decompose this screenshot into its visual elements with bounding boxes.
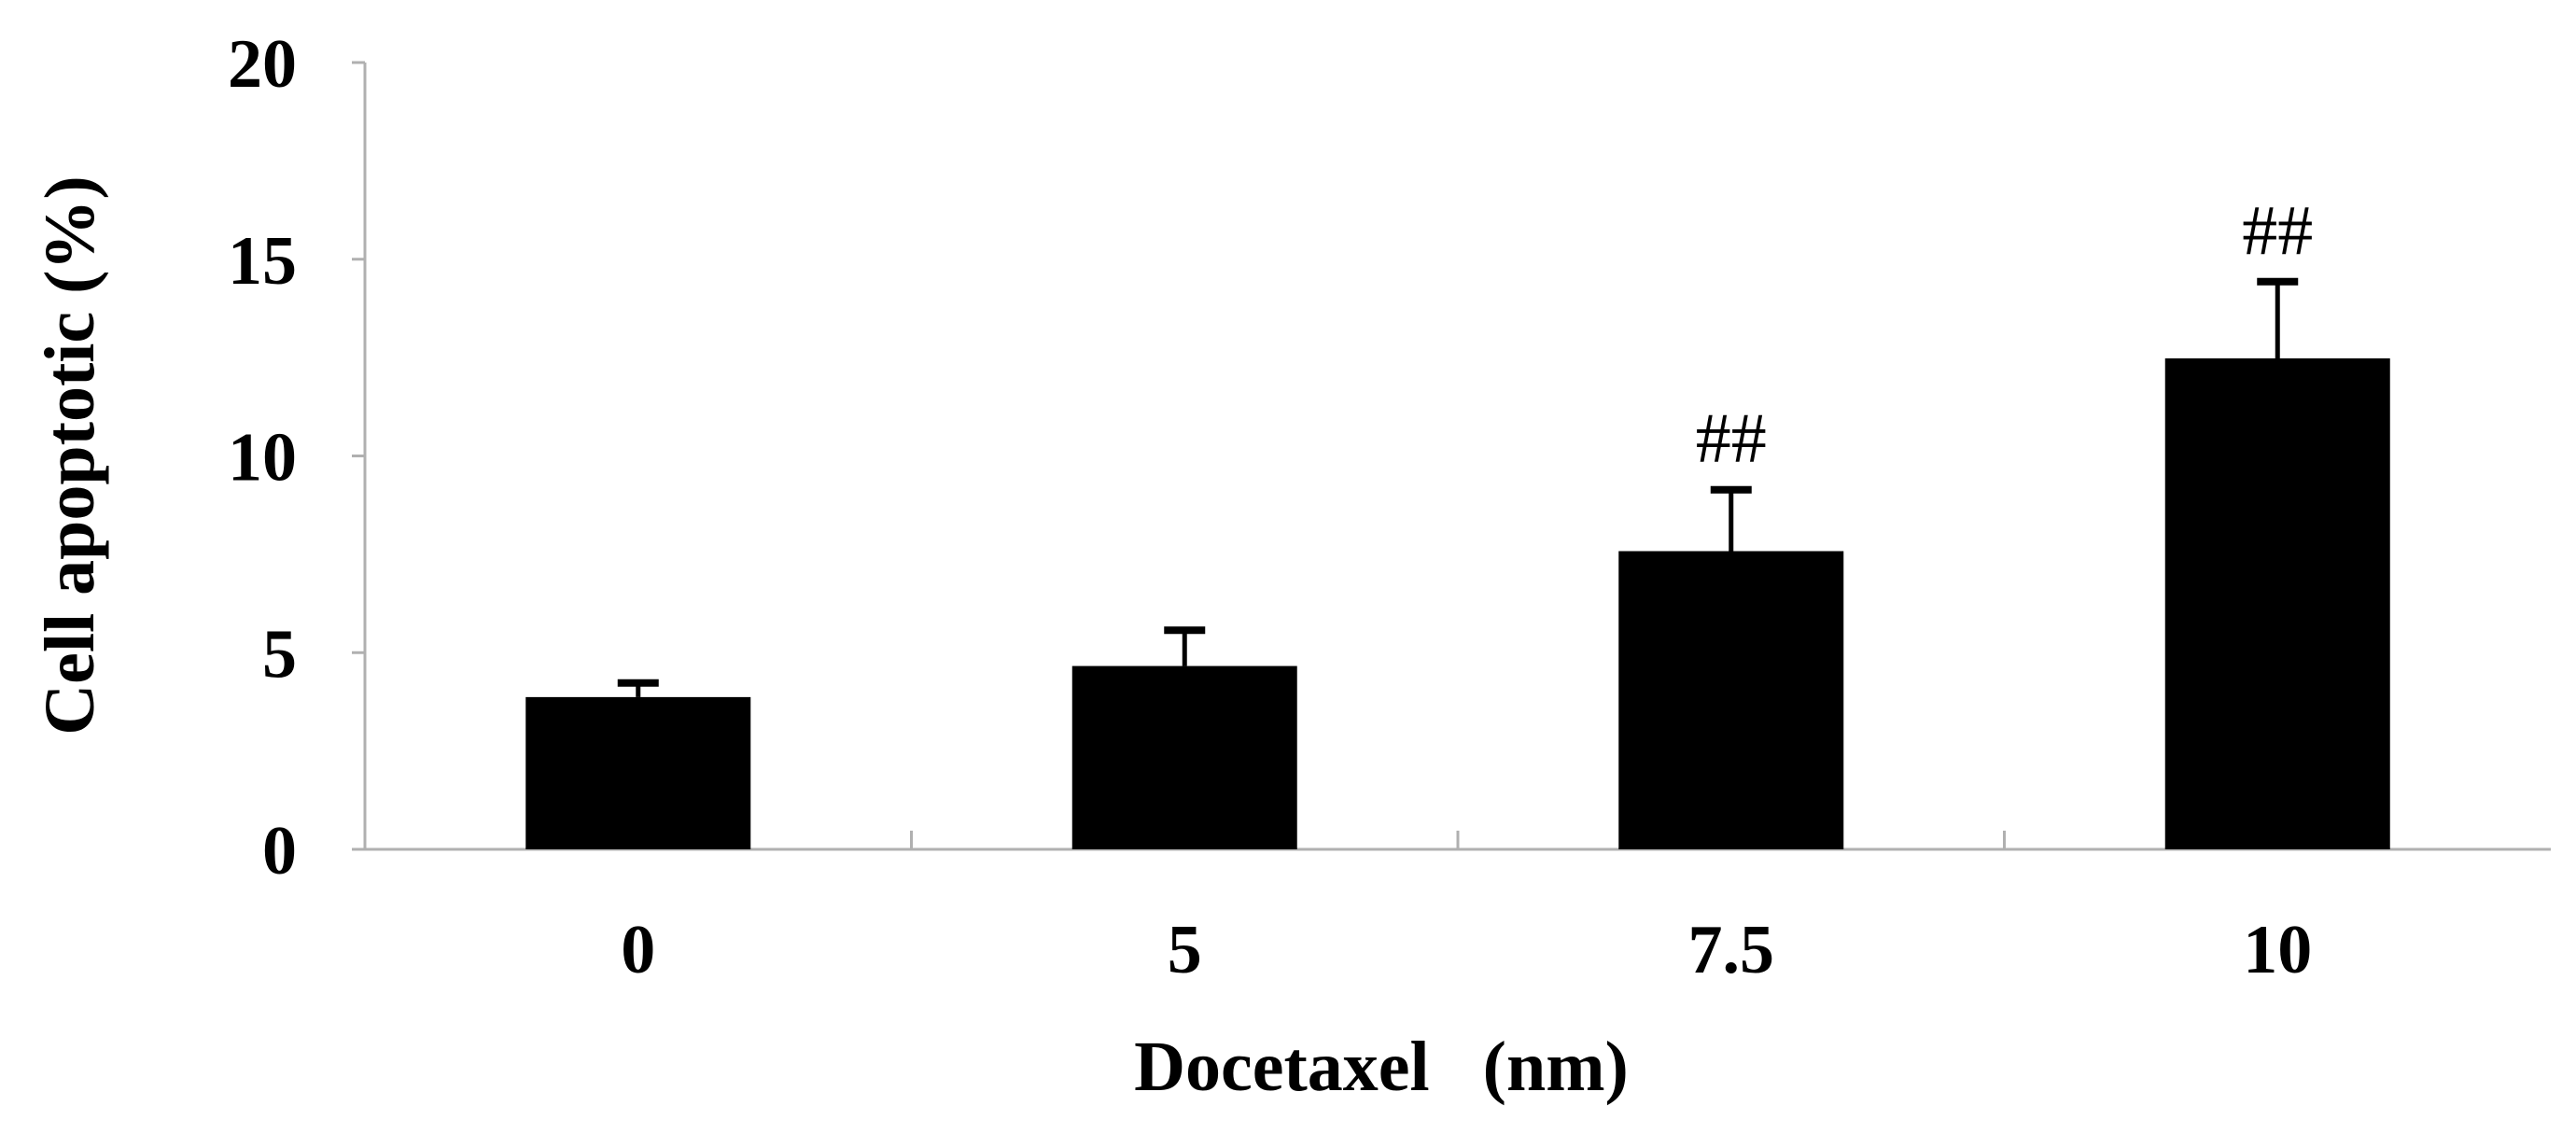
- bar: [1618, 551, 1844, 849]
- significance-label: ##: [1696, 399, 1767, 478]
- bar: [2164, 357, 2390, 849]
- x-axis-label: Docetaxel (nm): [1134, 1028, 1629, 1106]
- x-tick-label: 5: [1168, 912, 1202, 988]
- significance-label: ##: [2242, 191, 2313, 270]
- x-tick-label: 10: [2243, 912, 2312, 988]
- y-tick-label: 10: [228, 420, 297, 497]
- y-tick-label: 0: [262, 813, 297, 889]
- y-tick-label: 20: [228, 26, 297, 103]
- bar: [525, 696, 751, 849]
- bar: [1071, 665, 1297, 849]
- y-tick-label: 5: [262, 616, 297, 693]
- x-tick-label: 7.5: [1688, 912, 1775, 988]
- y-tick-label: 15: [228, 223, 297, 300]
- x-tick-label: 0: [621, 912, 655, 988]
- y-axis-label: Cell apoptotic (%): [31, 175, 109, 735]
